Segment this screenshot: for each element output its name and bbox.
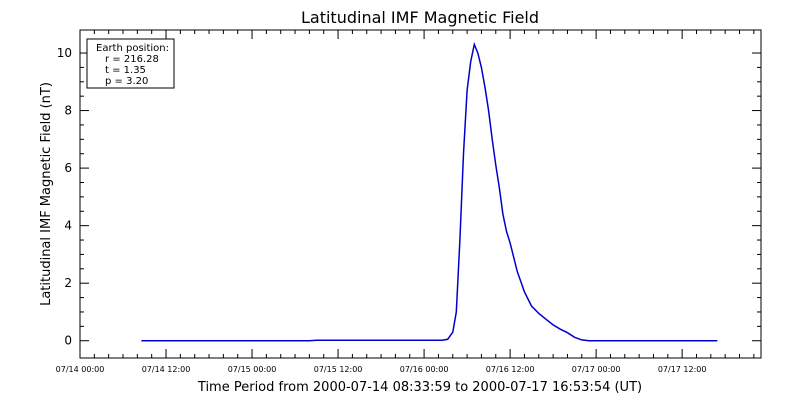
y-tick-label: 6 [64,161,72,175]
legend-line-p: p = 3.20 [105,76,148,87]
legend-line-t: t = 1.35 [105,65,146,76]
legend-box: Earth position: r = 216.28 t = 1.35 p = … [86,38,175,89]
y-tick-label: 4 [64,219,72,233]
chart-title: Latitudinal IMF Magnetic Field [301,8,539,27]
legend-line-r: r = 216.28 [105,54,159,65]
x-tick-label: 07/14 12:00 [142,365,191,374]
x-tick-label: 07/17 12:00 [658,365,707,374]
x-ticks: 07/14 00:00 07/14 12:00 07/15 00:00 07/15 1… [56,30,755,374]
series-layer [141,41,718,342]
y-tick-label: 8 [64,104,72,118]
series-line [141,41,718,342]
y-tick-label: 0 [64,334,72,348]
legend-heading: Earth position: [96,43,169,54]
y-tick-label: 2 [64,276,72,290]
x-tick-label: 07/17 00:00 [572,365,621,374]
x-axis-label: Time Period from 2000-07-14 08:33:59 to … [197,380,642,395]
x-tick-label: 07/15 00:00 [228,365,277,374]
x-tick-label: 07/16 00:00 [400,365,449,374]
y-tick-label: 10 [57,46,72,60]
y-ticks: 0 2 4 6 8 10 [57,46,761,348]
plot-area [79,29,762,359]
legend-frame [86,38,175,89]
x-tick-label: 07/15 12:00 [314,365,363,374]
y-axis-label: Latitudinal IMF Magnetic Field (nT) [39,82,54,306]
x-tick-label: 07/16 12:00 [486,365,535,374]
x-tick-label: 07/14 00:00 [56,365,105,374]
